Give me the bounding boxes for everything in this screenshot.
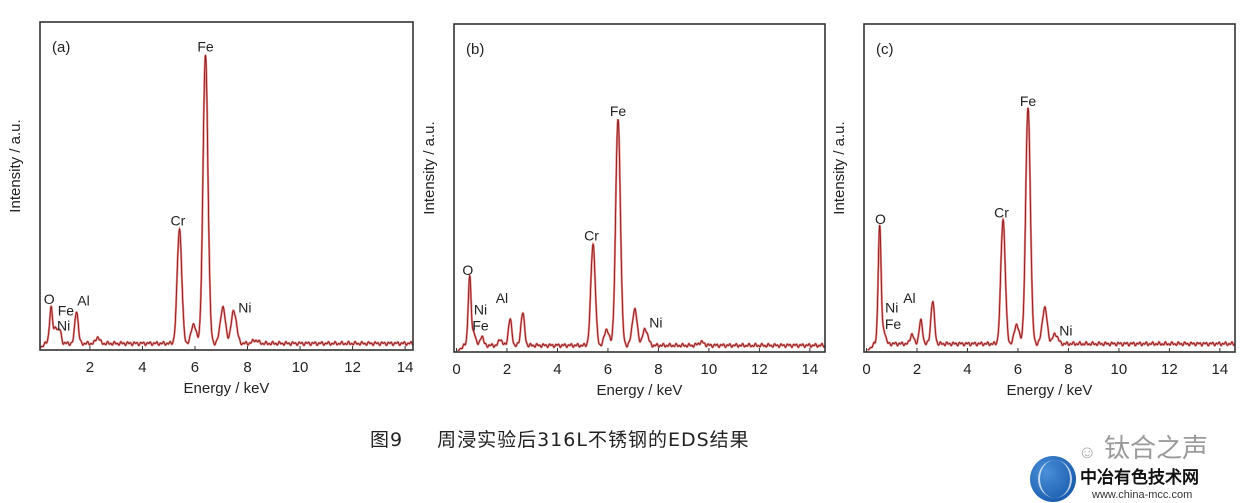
peak-label-o: O [875, 211, 886, 227]
peak-label-ni: Ni [1059, 323, 1072, 339]
site-url: www.china-mcc.com [1092, 489, 1193, 501]
plot-frame [39, 21, 414, 351]
x-tick-label: 10 [292, 359, 309, 376]
panel-label: (c) [876, 41, 894, 58]
x-tick-label: 14 [802, 361, 819, 378]
x-tick-label: 10 [701, 361, 718, 378]
x-axis-label: Energy / keV [1007, 382, 1093, 399]
x-tick-label: 2 [913, 361, 921, 378]
x-tick-label: 4 [553, 361, 561, 378]
x-tick-label: 14 [1212, 361, 1229, 378]
spectrum-line [457, 119, 826, 352]
x-tick-label: 8 [1064, 361, 1072, 378]
spectrum-halo [866, 107, 1236, 352]
x-tick-label: 12 [751, 361, 768, 378]
x-tick-label: 6 [191, 359, 199, 376]
peak-label-ni: Ni [57, 317, 70, 333]
peak-label-al: Al [77, 293, 89, 309]
x-tick-label: 0 [862, 361, 870, 378]
panel-c: 0 2 4 6 8 10 12 14 Energy / keV Intensity / a.u. (… [831, 23, 1236, 399]
spectrum-line [39, 54, 414, 349]
peak-label-cr: Cr [584, 227, 599, 243]
peak-label-ni: Ni [474, 301, 487, 317]
x-tick-label: 14 [397, 359, 414, 376]
x-axis-label: Energy / keV [597, 382, 683, 399]
x-tick-label: 2 [503, 361, 511, 378]
peak-label-ni: Ni [238, 299, 251, 315]
peak-label-fe: Fe [885, 316, 902, 332]
peak-label-fe: Fe [610, 103, 627, 119]
x-tick-label: 8 [654, 361, 662, 378]
panel-label: (a) [52, 39, 70, 56]
y-axis-label: Intensity / a.u. [831, 121, 848, 214]
panel-b: 0 2 4 6 8 10 12 14 Energy / keV Intensity / a.u. (… [421, 23, 826, 399]
peak-label-o: O [44, 291, 55, 307]
x-tick-label: 4 [138, 359, 146, 376]
panel-a: 2 4 6 8 10 12 14 Energy / keV Intensity / a.u. (a… [7, 21, 414, 397]
peak-label-al: Al [496, 290, 508, 306]
peak-label-fe: Fe [1020, 93, 1037, 109]
peak-label-o: O [462, 262, 473, 278]
peak-label-fe: Fe [197, 39, 214, 55]
globe-icon [1030, 456, 1076, 502]
plot-frame [453, 23, 826, 353]
x-tick-label: 12 [1161, 361, 1178, 378]
peak-label-ni: Ni [649, 314, 662, 330]
peak-label-fe: Fe [472, 318, 489, 334]
peak-label-fe: Fe [58, 303, 75, 319]
site-name: 中冶有色技术网 [1080, 468, 1199, 488]
x-tick-label: 12 [344, 359, 361, 376]
peak-label-al: Al [903, 290, 915, 306]
peak-label-cr: Cr [171, 212, 186, 228]
x-tick-label: 2 [86, 359, 94, 376]
wechat-icon: ☺ [1078, 442, 1097, 462]
caption-number: 图9 [370, 429, 404, 451]
x-tick-label: 4 [963, 361, 971, 378]
watermark-logo: ☺ 钛合之声 中冶有色技术网 www.china-mcc.com [1030, 434, 1254, 503]
x-axis-label: Energy / keV [184, 380, 270, 397]
caption-text: 周浸实验后316L不锈钢的EDS结果 [437, 429, 750, 451]
spectrum-line [867, 107, 1236, 351]
x-tick-label: 0 [452, 361, 460, 378]
wechat-name: 钛合之声 [1104, 434, 1209, 464]
plot-frame [863, 23, 1236, 353]
figure-caption: 图9 周浸实验后316L不锈钢的EDS结果 [370, 425, 750, 452]
spectrum-halo [457, 118, 826, 352]
panel-label: (b) [466, 41, 484, 58]
x-tick-label: 6 [1014, 361, 1022, 378]
y-axis-label: Intensity / a.u. [421, 121, 438, 214]
peak-label-cr: Cr [994, 205, 1009, 221]
spectrum-halo [39, 54, 414, 349]
peak-label-ni: Ni [885, 300, 898, 316]
x-tick-label: 8 [243, 359, 251, 376]
y-axis-label: Intensity / a.u. [7, 119, 24, 212]
x-tick-label: 6 [604, 361, 612, 378]
x-tick-label: 10 [1111, 361, 1128, 378]
